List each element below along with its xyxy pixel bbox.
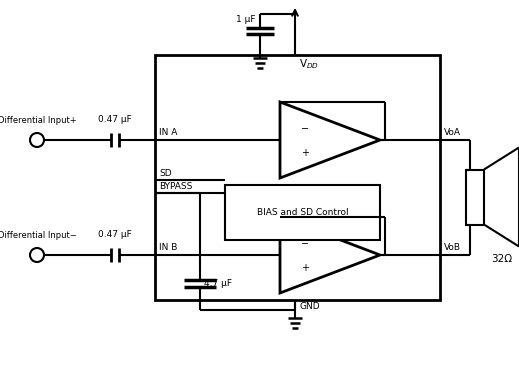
Text: 1 μF: 1 μF <box>236 15 255 25</box>
Text: +: + <box>301 148 309 158</box>
Text: −: − <box>301 239 309 249</box>
Text: BYPASS: BYPASS <box>159 182 193 191</box>
Text: IN B: IN B <box>159 243 177 252</box>
Text: +: + <box>301 263 309 273</box>
Bar <box>155 55 440 300</box>
Text: Differential Input−: Differential Input− <box>0 231 76 240</box>
Text: V$_{DD}$: V$_{DD}$ <box>299 57 319 71</box>
Text: VoB: VoB <box>444 243 461 252</box>
Text: 4.7 μF: 4.7 μF <box>204 280 232 288</box>
Text: SD: SD <box>159 169 172 178</box>
Text: VoA: VoA <box>444 128 461 137</box>
Text: 0.47 μF: 0.47 μF <box>98 115 132 124</box>
Text: −: − <box>301 124 309 134</box>
Text: 32Ω: 32Ω <box>491 254 512 264</box>
Text: Differential Input+: Differential Input+ <box>0 116 76 125</box>
Text: 0.47 μF: 0.47 μF <box>98 230 132 239</box>
Text: IN A: IN A <box>159 128 177 137</box>
Text: GND: GND <box>299 302 320 311</box>
Bar <box>225 185 380 240</box>
Text: BIAS and SD Control: BIAS and SD Control <box>257 208 348 217</box>
Bar <box>466 169 484 224</box>
